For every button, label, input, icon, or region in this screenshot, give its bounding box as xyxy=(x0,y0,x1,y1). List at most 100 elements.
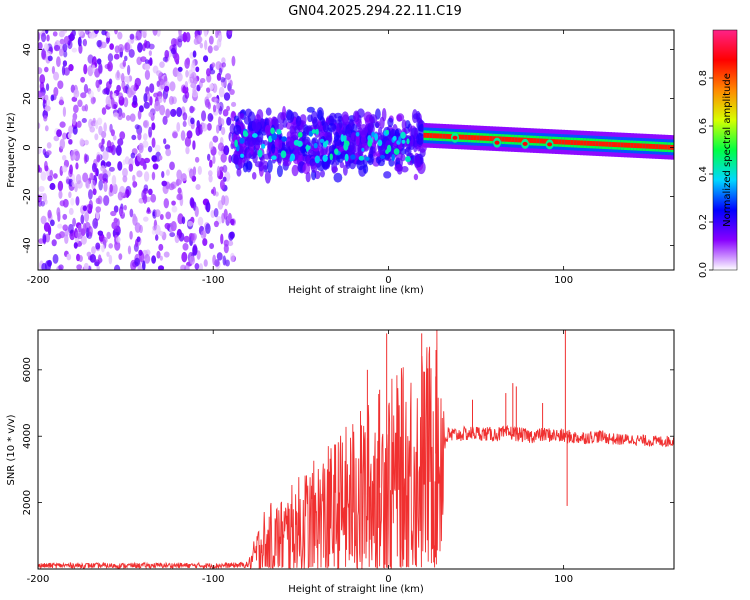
trail-band xyxy=(520,137,525,143)
noise-blob xyxy=(200,230,207,239)
noise-blob xyxy=(122,59,127,68)
noise-blob xyxy=(143,171,150,182)
noise-blob xyxy=(132,174,136,182)
noise-blob xyxy=(195,66,200,73)
noise-blob xyxy=(105,95,112,107)
noise-blob xyxy=(42,192,48,203)
noise-blob xyxy=(122,175,128,183)
trail-band xyxy=(479,135,484,141)
noise-blob xyxy=(186,130,193,139)
onset-hotspot xyxy=(252,133,258,138)
noise-blob xyxy=(62,30,68,34)
onset-blob xyxy=(262,153,272,160)
noise-blob xyxy=(107,61,113,72)
trail-band xyxy=(658,144,663,150)
noise-blob xyxy=(159,61,165,68)
noise-blob xyxy=(105,161,112,167)
colorbar-tick-label: 0.0 xyxy=(698,262,709,278)
noise-blob xyxy=(202,238,208,247)
noise-blob xyxy=(39,74,46,85)
noise-blob xyxy=(83,262,89,270)
onset-blob xyxy=(413,154,421,169)
trail-band xyxy=(501,136,506,142)
noise-blob xyxy=(73,242,78,249)
noise-blob xyxy=(165,169,170,176)
noise-blob xyxy=(117,161,123,171)
noise-blob xyxy=(89,172,94,181)
spectrogram-x-ticks: -200 -100 0 100 xyxy=(27,30,573,286)
onset-blob xyxy=(378,145,387,155)
spectrogram-y-label: Frequency (Hz) xyxy=(6,112,17,188)
trail-band xyxy=(486,135,490,141)
x-tick-label: 0 xyxy=(385,275,391,286)
noise-blob xyxy=(117,138,124,146)
x-tick-label: 0 xyxy=(385,574,391,585)
noise-blob xyxy=(129,33,135,40)
noise-blob xyxy=(189,255,196,265)
trail-band xyxy=(633,143,638,149)
noise-blob xyxy=(72,217,76,227)
onset-hotspot xyxy=(344,153,349,162)
onset-blob xyxy=(246,137,256,147)
onset-hotspot xyxy=(355,131,360,137)
onset-hotspot xyxy=(270,127,275,134)
colorbar-bar xyxy=(712,29,738,271)
onset-blob xyxy=(328,112,337,123)
y-tick-label: 0 xyxy=(22,144,33,150)
snr-panel: -200 -100 0 100 2000 4000 6000 Height of stra… xyxy=(6,329,675,595)
noise-blob xyxy=(215,30,219,39)
noise-blob xyxy=(223,145,230,156)
noise-blob xyxy=(82,172,89,183)
noise-blob xyxy=(211,62,216,68)
trail-band xyxy=(605,141,609,147)
trail-band xyxy=(664,144,669,150)
noise-blob xyxy=(203,30,208,37)
noise-blob xyxy=(151,229,156,235)
noise-blob xyxy=(192,166,197,176)
noise-blob xyxy=(61,154,67,161)
noise-blob xyxy=(208,174,213,183)
trail-band xyxy=(608,141,612,147)
onset-blob xyxy=(317,109,323,121)
trail-band xyxy=(508,136,512,142)
noise-blob xyxy=(53,86,59,97)
onset-hotspot xyxy=(367,139,373,148)
onset-blob xyxy=(320,148,328,155)
noise-blob xyxy=(137,152,142,162)
spectrogram-y-ticks: -40 -20 0 20 40 xyxy=(22,43,674,254)
x-tick-label: -200 xyxy=(27,275,50,286)
onset-blob xyxy=(333,172,343,183)
colorbar-tick-label: 0.2 xyxy=(698,214,709,230)
noise-blob xyxy=(142,260,146,270)
onset-hotspot xyxy=(334,148,339,155)
onset-blob xyxy=(271,143,276,154)
onset-blob xyxy=(377,126,383,136)
trail-band xyxy=(620,142,625,148)
onset-hotspot xyxy=(401,139,406,144)
noise-blob xyxy=(118,253,123,260)
noise-blob xyxy=(197,216,204,226)
noise-blob xyxy=(77,36,82,47)
noise-blob xyxy=(118,206,124,217)
trail-band xyxy=(470,135,475,141)
noise-blob xyxy=(201,123,208,132)
onset-blob xyxy=(387,117,394,128)
noise-blob xyxy=(44,125,49,132)
trail-knot-core xyxy=(547,142,553,147)
noise-blob xyxy=(164,144,171,150)
noise-blob xyxy=(176,122,181,132)
noise-blob xyxy=(90,96,96,105)
noise-blob xyxy=(119,131,126,140)
noise-blob xyxy=(222,109,229,117)
noise-blob xyxy=(216,252,223,261)
noise-blob xyxy=(41,262,47,270)
trail-band xyxy=(439,133,443,139)
noise-blob xyxy=(116,84,121,92)
noise-blob xyxy=(45,83,50,91)
noise-blob xyxy=(226,105,231,112)
noise-blob xyxy=(62,132,67,140)
noise-blob xyxy=(94,261,100,267)
noise-blob xyxy=(66,253,72,261)
noise-blob xyxy=(229,231,235,239)
noise-blob xyxy=(170,220,177,232)
